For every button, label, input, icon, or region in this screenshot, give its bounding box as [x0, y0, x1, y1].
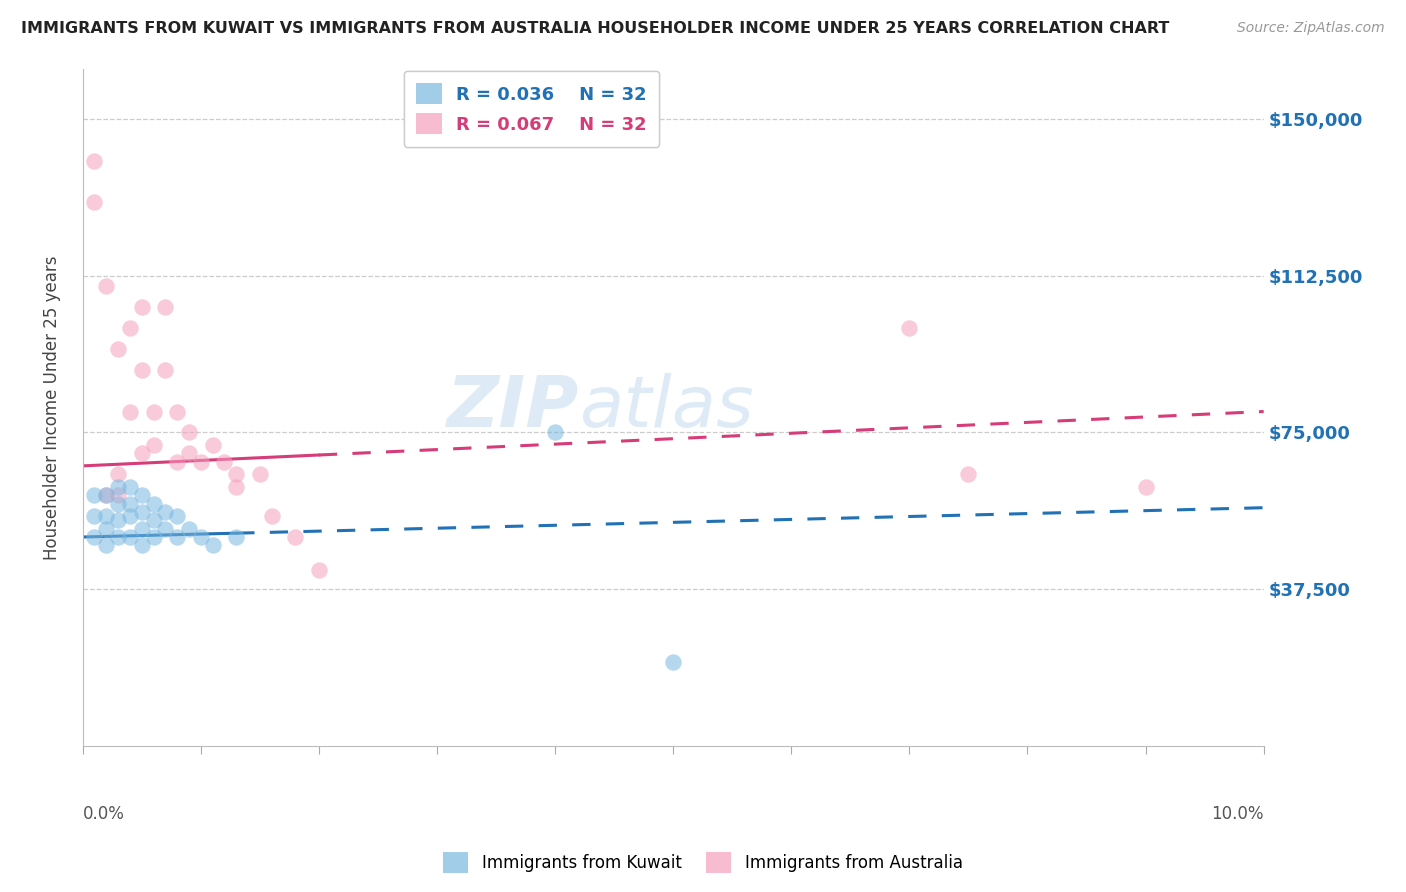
Point [131, 522, 153, 536]
Point [225, 530, 247, 544]
Point [107, 342, 129, 356]
Point [155, 362, 177, 376]
Point [201, 538, 224, 552]
Point [83, 488, 105, 502]
Point [155, 505, 177, 519]
Point [96, 538, 118, 552]
Point [177, 425, 200, 440]
Text: IMMIGRANTS FROM KUWAIT VS IMMIGRANTS FROM AUSTRALIA HOUSEHOLDER INCOME UNDER 25 : IMMIGRANTS FROM KUWAIT VS IMMIGRANTS FRO… [21, 21, 1170, 36]
Point [190, 530, 212, 544]
Point [142, 438, 165, 452]
Point [118, 404, 141, 418]
Point [214, 455, 236, 469]
Point [118, 509, 141, 524]
Point [155, 300, 177, 314]
Point [131, 488, 153, 502]
Point [155, 522, 177, 536]
Point [166, 530, 188, 544]
Point [142, 530, 165, 544]
Y-axis label: Householder Income Under 25 years: Householder Income Under 25 years [44, 255, 60, 559]
Point [96, 488, 118, 502]
Point [249, 467, 271, 482]
Point [96, 488, 118, 502]
Point [177, 446, 200, 460]
Point [225, 480, 247, 494]
Point [284, 530, 307, 544]
Point [957, 467, 980, 482]
Point [96, 279, 118, 293]
Point [201, 438, 224, 452]
Point [166, 455, 188, 469]
Text: 0.0%: 0.0% [83, 805, 125, 822]
Text: atlas: atlas [579, 373, 754, 442]
Point [118, 321, 141, 335]
Point [131, 505, 153, 519]
Point [544, 425, 567, 440]
Point [190, 455, 212, 469]
Point [166, 509, 188, 524]
Point [118, 496, 141, 510]
Point [131, 538, 153, 552]
Point [177, 522, 200, 536]
Point [898, 321, 921, 335]
Point [107, 496, 129, 510]
Point [662, 656, 685, 670]
Text: Source: ZipAtlas.com: Source: ZipAtlas.com [1237, 21, 1385, 35]
Point [83, 153, 105, 168]
Point [225, 467, 247, 482]
Point [118, 480, 141, 494]
Legend: R = 0.036    N = 32, R = 0.067    N = 32: R = 0.036 N = 32, R = 0.067 N = 32 [404, 70, 659, 147]
Point [118, 530, 141, 544]
Point [83, 509, 105, 524]
Point [1135, 480, 1157, 494]
Point [131, 362, 153, 376]
Text: 10.0%: 10.0% [1211, 805, 1264, 822]
Point [131, 300, 153, 314]
Point [142, 513, 165, 527]
Point [166, 404, 188, 418]
Point [96, 509, 118, 524]
Point [142, 496, 165, 510]
Point [107, 513, 129, 527]
Point [131, 446, 153, 460]
Point [107, 467, 129, 482]
Point [107, 480, 129, 494]
Point [260, 509, 283, 524]
Point [308, 564, 330, 578]
Point [83, 195, 105, 210]
Text: ZIP: ZIP [447, 373, 579, 442]
Legend: Immigrants from Kuwait, Immigrants from Australia: Immigrants from Kuwait, Immigrants from … [436, 846, 970, 880]
Point [96, 522, 118, 536]
Point [107, 530, 129, 544]
Point [142, 404, 165, 418]
Point [107, 488, 129, 502]
Point [83, 530, 105, 544]
